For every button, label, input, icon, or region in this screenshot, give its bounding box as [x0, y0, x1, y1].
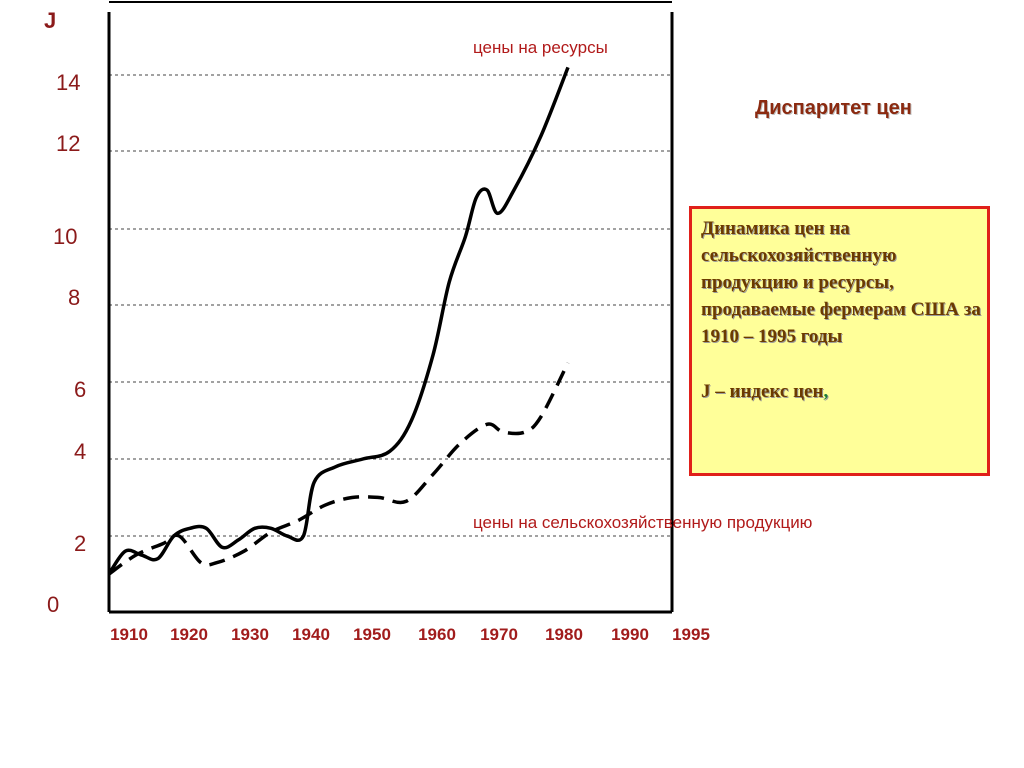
series-line-resources [107, 66, 570, 576]
y-tick-label-10: 10 [53, 224, 77, 249]
x-tick-label-1950: 1950 [353, 625, 391, 644]
info-note: J – индекс цен, [701, 381, 828, 403]
y-axis-title: J [44, 8, 56, 33]
y-tick-label-2: 2 [74, 531, 86, 556]
info-box: Динамика цен на сельскохозяйственную про… [689, 206, 990, 476]
axes [107, 1, 674, 614]
x-tick-label-1940: 1940 [292, 625, 330, 644]
y-tick-label-6: 6 [74, 377, 86, 402]
y-tick-labels: 0 2 4 6 8 10 12 14 [47, 70, 86, 617]
y-tick-label-8: 8 [68, 285, 80, 310]
y-tick-label-12: 12 [56, 131, 80, 156]
info-note-comma: , [823, 381, 829, 402]
series-line-agri [107, 362, 570, 576]
x-tick-label-1995: 1995 [672, 625, 710, 644]
chart-title: Диспаритет цен [755, 97, 912, 119]
y-tick-label-4: 4 [74, 439, 86, 464]
info-description: Динамика цен на сельскохозяйственную про… [701, 218, 981, 347]
info-note-text: J – индекс цен [701, 381, 824, 402]
x-tick-label-1980: 1980 [545, 625, 583, 644]
y-tick-label-0: 0 [47, 592, 59, 617]
series-label-agri: цены на сельскохозяйственную продукцию [473, 513, 813, 532]
x-tick-label-1920: 1920 [170, 625, 208, 644]
grid-lines [109, 74, 672, 537]
x-tick-label-1990: 1990 [611, 625, 649, 644]
x-tick-label-1960: 1960 [418, 625, 456, 644]
x-tick-label-1930: 1930 [231, 625, 269, 644]
series-label-resources: цены на ресурсы [473, 38, 608, 57]
x-tick-label-1910: 1910 [110, 625, 148, 644]
y-tick-label-14: 14 [56, 70, 80, 95]
x-tick-label-1970: 1970 [480, 625, 518, 644]
x-tick-labels: 1910 1920 1930 1940 1950 1960 1970 1980 1990 1995 [110, 625, 710, 644]
series-lines [107, 66, 570, 576]
